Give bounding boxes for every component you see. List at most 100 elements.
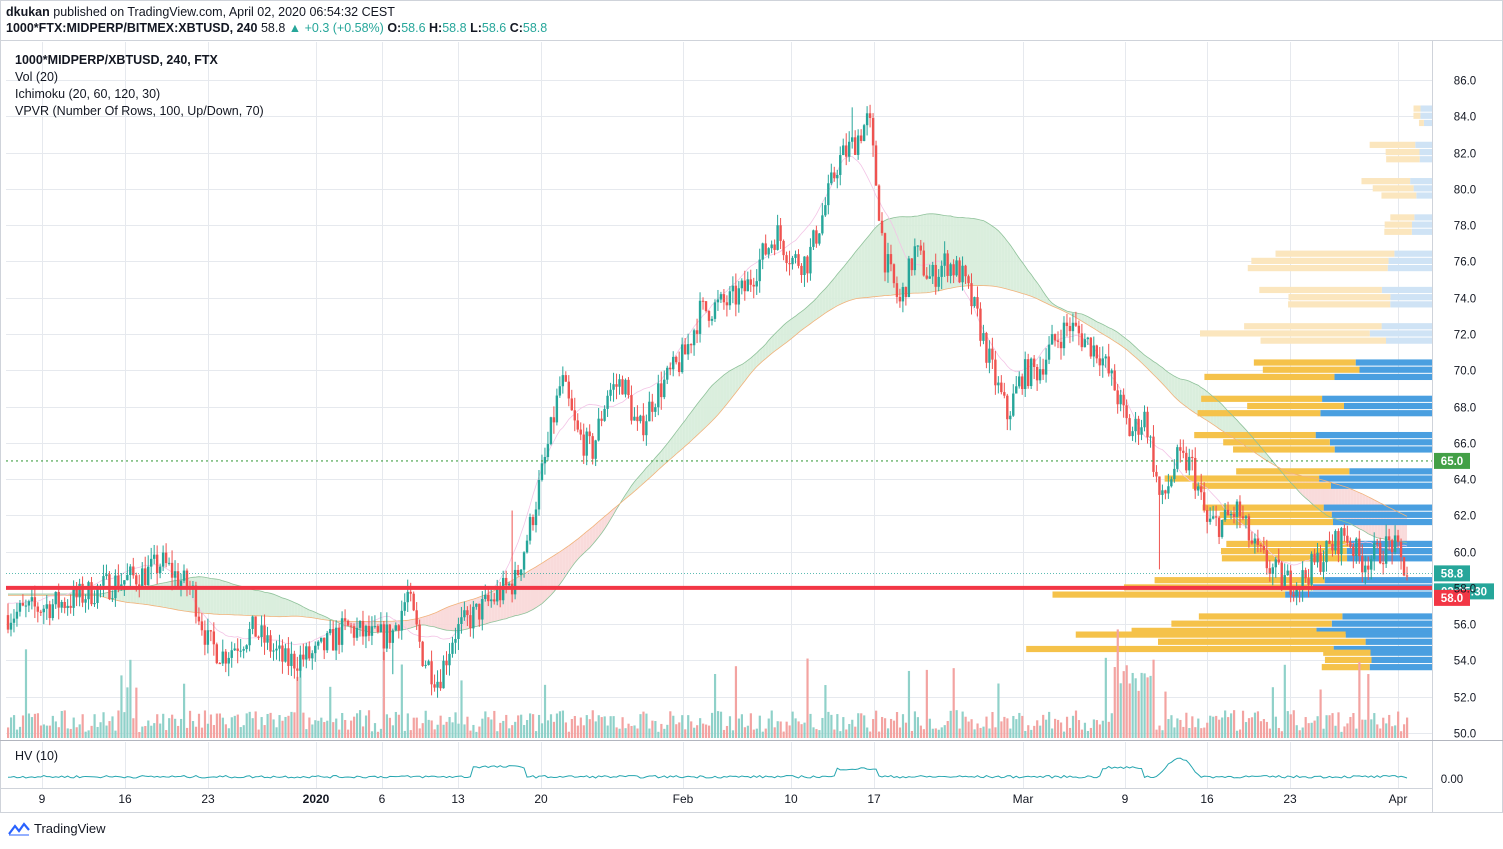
volume-bar — [347, 729, 350, 738]
volume-bar — [1155, 729, 1158, 738]
volume-bar — [1256, 711, 1260, 738]
volume-bar — [7, 727, 10, 738]
volume-bar — [552, 721, 556, 738]
volume-bar — [585, 715, 588, 738]
high-label: H: — [429, 21, 443, 35]
candle-body — [680, 344, 684, 373]
hv-legend[interactable]: HV (10) — [15, 749, 59, 763]
candle-body — [263, 625, 266, 643]
volume-bar — [761, 731, 764, 738]
candle-body — [818, 233, 821, 244]
candle-body — [636, 416, 639, 422]
volume-bar — [168, 718, 171, 738]
candle-body — [970, 283, 973, 307]
volume-bar — [529, 713, 532, 738]
legend-ichimoku[interactable]: Ichimoku (20, 60, 120, 30) — [15, 87, 161, 101]
candle-body — [1277, 559, 1280, 563]
candle-body — [982, 333, 985, 341]
volume-bar — [427, 719, 430, 738]
volume-bar — [111, 716, 114, 738]
volume-bar — [1164, 691, 1167, 738]
high-value: 58.8 — [442, 21, 467, 35]
volume-bar — [496, 731, 499, 738]
candle-body — [1238, 501, 1242, 517]
candle-body — [797, 254, 800, 266]
vp-down-bar — [1251, 257, 1389, 264]
candle-body — [812, 230, 815, 247]
candle-body — [1349, 542, 1352, 547]
candle-body — [782, 240, 785, 256]
legend-vpvr[interactable]: VPVR (Number Of Rows, 100, Up/Down, 70) — [15, 104, 264, 118]
volume-bar — [806, 658, 809, 738]
candle-body — [352, 626, 356, 638]
volume-bar — [1065, 716, 1069, 738]
volume-bar — [549, 714, 553, 738]
candle-body — [865, 113, 869, 126]
candle-body — [302, 654, 305, 660]
candle-body — [1101, 358, 1104, 366]
candle-body — [367, 625, 371, 636]
candle-body — [460, 617, 463, 625]
volume-bar — [934, 728, 937, 738]
vp-down-bar — [1385, 148, 1420, 156]
volume-bar — [120, 675, 123, 738]
volume-bar — [1316, 716, 1319, 738]
vp-down-bar — [1220, 548, 1347, 555]
volume-bar — [534, 731, 538, 738]
candle-body — [284, 648, 287, 662]
candle-body — [1152, 436, 1155, 472]
volume-bar — [1352, 713, 1355, 738]
author-name[interactable]: dkukan — [6, 5, 50, 19]
volume-bar — [508, 728, 511, 738]
volume-bar — [1036, 720, 1039, 738]
volume-bar — [582, 725, 585, 738]
candle-body — [1092, 345, 1096, 357]
legend-symbol[interactable]: 1000*MIDPERP/XBTUSD, 240, FTX — [15, 53, 218, 67]
volume-bar — [1185, 712, 1188, 738]
volume-bar — [517, 715, 520, 738]
volume-bar — [209, 714, 213, 738]
candle-body — [1390, 540, 1394, 553]
candle-body — [752, 284, 755, 287]
volume-bar — [716, 711, 720, 738]
volume-bar — [916, 717, 919, 738]
volume-bar — [1074, 710, 1078, 738]
volume-bar — [66, 728, 69, 738]
candle-body — [144, 568, 147, 586]
candle-body — [1322, 562, 1325, 572]
volume-bar — [1304, 717, 1307, 738]
volume-bar — [1244, 722, 1248, 738]
candle-body — [427, 661, 430, 665]
candle-body — [737, 288, 741, 305]
legend-volume[interactable]: Vol (20) — [15, 70, 59, 84]
volume-bar — [746, 725, 749, 738]
last-price-label-bg — [1434, 565, 1470, 582]
low-value: 58.6 — [481, 21, 507, 35]
candle-body — [442, 660, 445, 689]
candle-body — [1176, 447, 1179, 469]
volume-bar — [824, 685, 827, 738]
volume-bar — [344, 719, 347, 738]
volume-bar — [302, 712, 305, 738]
candle-body — [540, 463, 544, 480]
candle-body — [877, 185, 881, 221]
candle-body — [627, 379, 630, 396]
vp-down-bar — [1226, 540, 1349, 548]
vp-up-bar — [1420, 105, 1432, 112]
candle-body — [275, 648, 278, 651]
volume-bar — [409, 730, 412, 738]
volume-bar — [1140, 672, 1143, 738]
volume-bar — [1247, 718, 1251, 738]
candle-body — [916, 245, 920, 247]
vp-down-bar — [1026, 645, 1334, 653]
candle-body — [1202, 492, 1206, 511]
candle-body — [1164, 490, 1167, 494]
tradingview-branding[interactable]: TradingView — [8, 821, 106, 836]
candle-body — [803, 256, 806, 275]
volume-bar — [943, 725, 946, 738]
volume-bar — [1331, 713, 1334, 738]
volume-bar — [1227, 717, 1230, 738]
volume-bar — [907, 670, 911, 738]
candle-body — [111, 598, 114, 600]
